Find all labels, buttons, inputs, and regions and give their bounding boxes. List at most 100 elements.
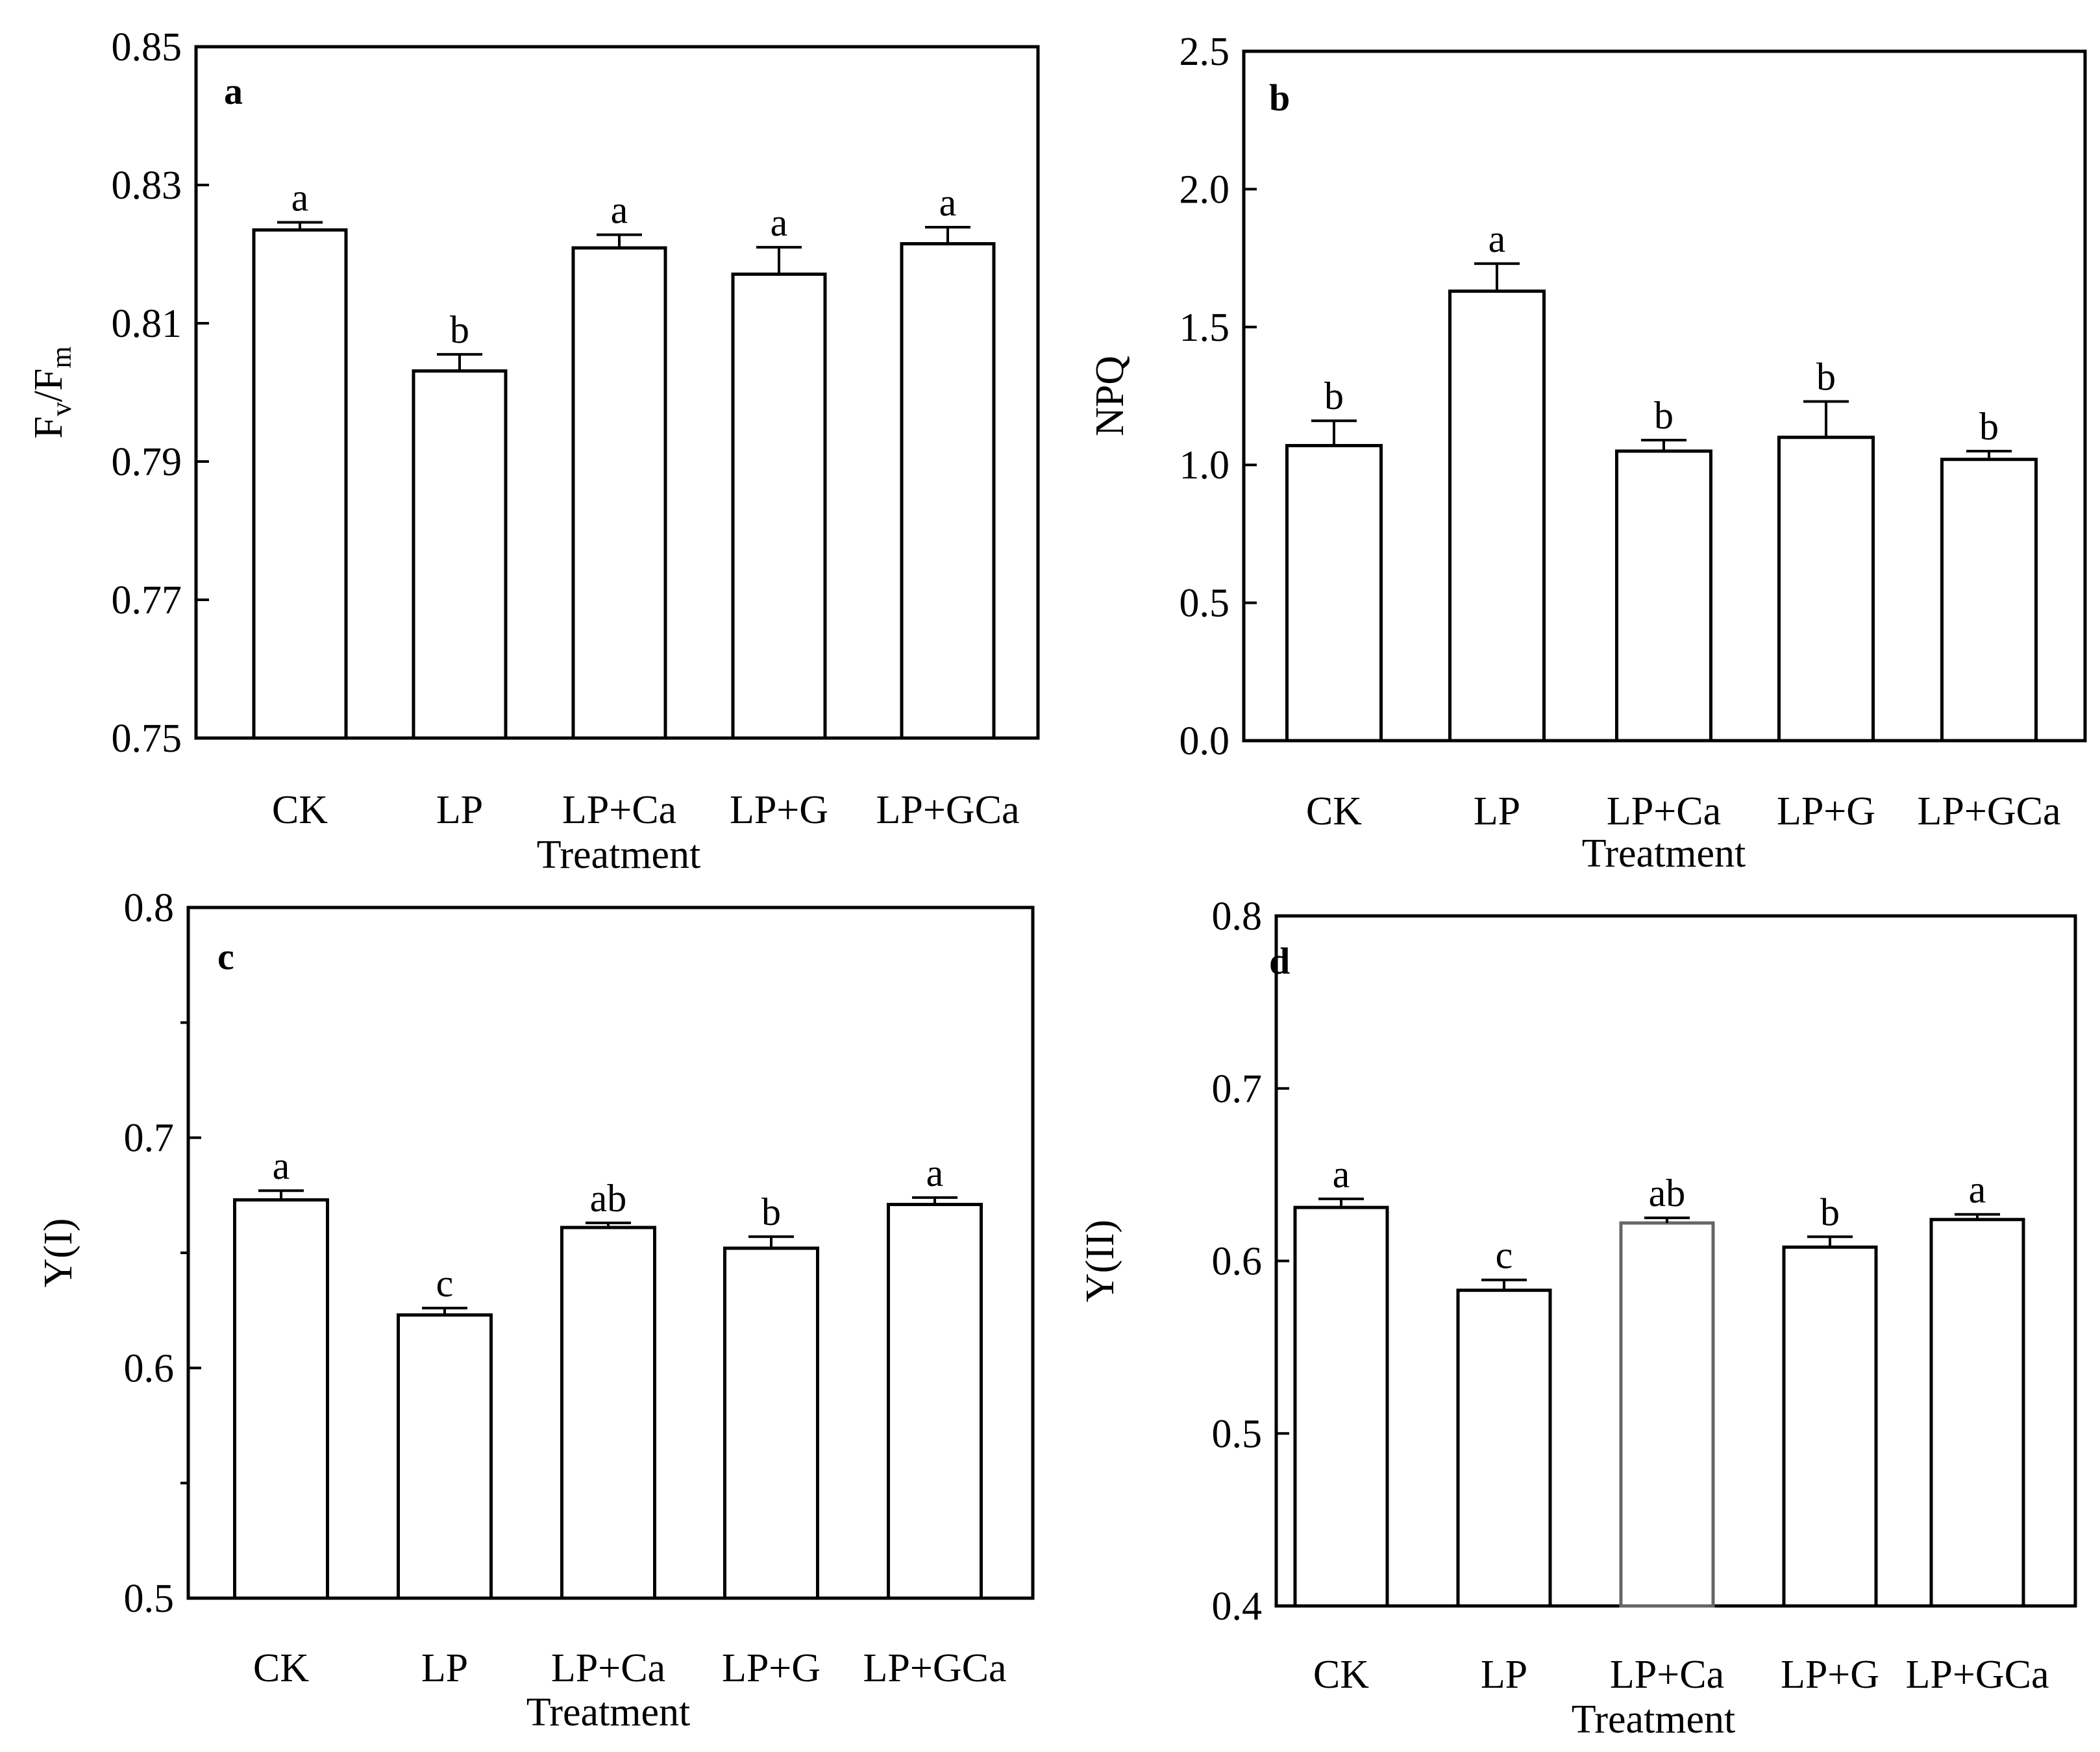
- panel-c: 0.5 0.6 0.7 0.8 Y(I) c a CK c LP ab LP+Ca b LP+G a LP+G…: [36, 886, 1035, 1734]
- significance-label: a: [939, 181, 957, 224]
- y-tick-label: 0.85: [112, 25, 182, 69]
- x-category-label: LP+GCa: [1918, 789, 2061, 833]
- significance-label: a: [1489, 217, 1506, 260]
- bar: [1456, 1289, 1552, 1608]
- y-tick-label: 0.8: [1212, 895, 1263, 939]
- x-category-label: LP+GCa: [876, 788, 1020, 832]
- panel-letter: d: [1269, 940, 1290, 982]
- x-category-label: LP+G: [730, 788, 828, 832]
- x-category-label: LP: [421, 1646, 468, 1690]
- y-tick-label: 0.0: [1180, 719, 1230, 763]
- significance-label: b: [1820, 1191, 1840, 1233]
- x-category-label: LP+GCa: [1906, 1653, 2049, 1697]
- y-axis-title-sub: m: [45, 346, 77, 368]
- significance-label: b: [1654, 394, 1674, 437]
- x-category-label: LP: [1481, 1653, 1527, 1697]
- significance-label: b: [1324, 375, 1344, 417]
- x-axis-title: Treatment: [526, 1690, 691, 1734]
- bar: [571, 246, 667, 740]
- significance-label: c: [436, 1262, 454, 1305]
- bar: [1285, 443, 1383, 743]
- y-tick-label: 0.7: [1212, 1067, 1263, 1111]
- y-axis-title-sep: /F: [27, 369, 71, 402]
- significance-label: a: [291, 177, 309, 219]
- x-axis-title: Treatment: [537, 833, 701, 877]
- y-axis-title: Y(II): [1078, 1220, 1122, 1302]
- y-tick-label: 0.5: [124, 1577, 175, 1621]
- significance-label: b: [761, 1191, 781, 1233]
- y-axis-title: Y(I): [36, 1218, 80, 1288]
- significance-label: a: [273, 1144, 290, 1187]
- y-tick-label: 1.0: [1180, 443, 1230, 487]
- significance-label: a: [1333, 1153, 1350, 1196]
- x-category-label: CK: [253, 1646, 309, 1690]
- significance-label: b: [1816, 355, 1836, 398]
- bar: [887, 1203, 983, 1600]
- bar: [1293, 1205, 1389, 1608]
- bar: [900, 242, 996, 740]
- y-tick-label: 0.81: [112, 302, 182, 346]
- y-tick-label: 2.5: [1180, 30, 1230, 74]
- significance-label: a: [771, 201, 788, 244]
- x-category-label: LP+Ca: [1610, 1653, 1724, 1697]
- significance-label: a: [926, 1152, 944, 1194]
- x-category-label: LP+G: [1781, 1653, 1879, 1697]
- y-tick-label: 0.5: [1180, 582, 1230, 626]
- y-tick-label: 0.75: [112, 717, 182, 761]
- significance-label: a: [1969, 1168, 1986, 1211]
- y-axis-title-sub: v: [45, 402, 77, 416]
- panel-letter: b: [1269, 77, 1290, 119]
- bar: [723, 1246, 819, 1600]
- bar: [1619, 1221, 1715, 1608]
- x-category-label: CK: [1306, 789, 1362, 833]
- bar: [1448, 290, 1546, 743]
- y-tick-label: 2.0: [1180, 167, 1230, 212]
- bar: [412, 369, 508, 740]
- x-axis-title: Treatment: [1582, 832, 1746, 876]
- y-tick-label: 0.8: [124, 886, 175, 930]
- x-category-label: LP+Ca: [551, 1646, 665, 1690]
- y-tick-label: 0.6: [124, 1346, 175, 1390]
- x-category-label: CK: [1313, 1653, 1369, 1697]
- y-tick-label: 0.6: [1212, 1240, 1263, 1284]
- y-tick-label: 1.5: [1180, 306, 1230, 350]
- significance-label: ab: [1649, 1172, 1686, 1215]
- y-axis-title: Fv/Fm: [27, 346, 77, 438]
- x-axis-title: Treatment: [1572, 1697, 1736, 1742]
- bar: [252, 228, 348, 740]
- y-tick-label: 0.5: [1212, 1412, 1263, 1456]
- y-axis-title: NPQ: [1088, 356, 1132, 436]
- bar: [397, 1313, 493, 1600]
- bar: [233, 1198, 329, 1600]
- y-axis-title-main: F: [27, 416, 71, 438]
- x-category-label: LP+G: [722, 1646, 821, 1690]
- y-tick-label: 0.7: [124, 1117, 175, 1161]
- panel-b: 0.0 0.5 1.0 1.5 2.0 2.5 NPQ b b CK a LP b LP+Ca b LP+G b…: [1088, 30, 2087, 876]
- x-category-label: LP: [436, 788, 483, 832]
- x-category-label: LP+Ca: [1607, 789, 1721, 833]
- x-category-label: CK: [272, 788, 328, 832]
- significance-label: b: [1979, 405, 1999, 448]
- y-tick-label: 0.79: [112, 440, 182, 484]
- y-tick-label: 0.83: [112, 164, 182, 208]
- x-category-label: LP+Ca: [562, 788, 676, 832]
- panel-letter: a: [224, 70, 243, 112]
- significance-label: c: [1496, 1234, 1513, 1277]
- x-category-label: LP+GCa: [863, 1646, 1007, 1690]
- bar: [1777, 436, 1875, 743]
- y-tick-label: 0.4: [1212, 1585, 1263, 1629]
- significance-label: a: [611, 189, 628, 232]
- bar: [560, 1226, 656, 1600]
- bar: [1940, 458, 2038, 743]
- bar: [1782, 1245, 1878, 1608]
- bar: [1615, 449, 1712, 743]
- x-category-label: LP+G: [1777, 789, 1875, 833]
- panel-a: 0.75 0.77 0.79 0.81 0.83 0.85 Fv/Fm a a CK b LP a LP+…: [27, 25, 1040, 877]
- panel-letter: c: [217, 935, 234, 978]
- x-category-label: LP: [1474, 789, 1520, 833]
- panel-d: 0.4 0.5 0.6 0.7 0.8 Y(II) d a CK c LP ab LP+Ca b LP+G a…: [1078, 895, 2077, 1742]
- significance-label: b: [450, 308, 469, 351]
- bar: [731, 272, 827, 740]
- bar: [1929, 1218, 2025, 1608]
